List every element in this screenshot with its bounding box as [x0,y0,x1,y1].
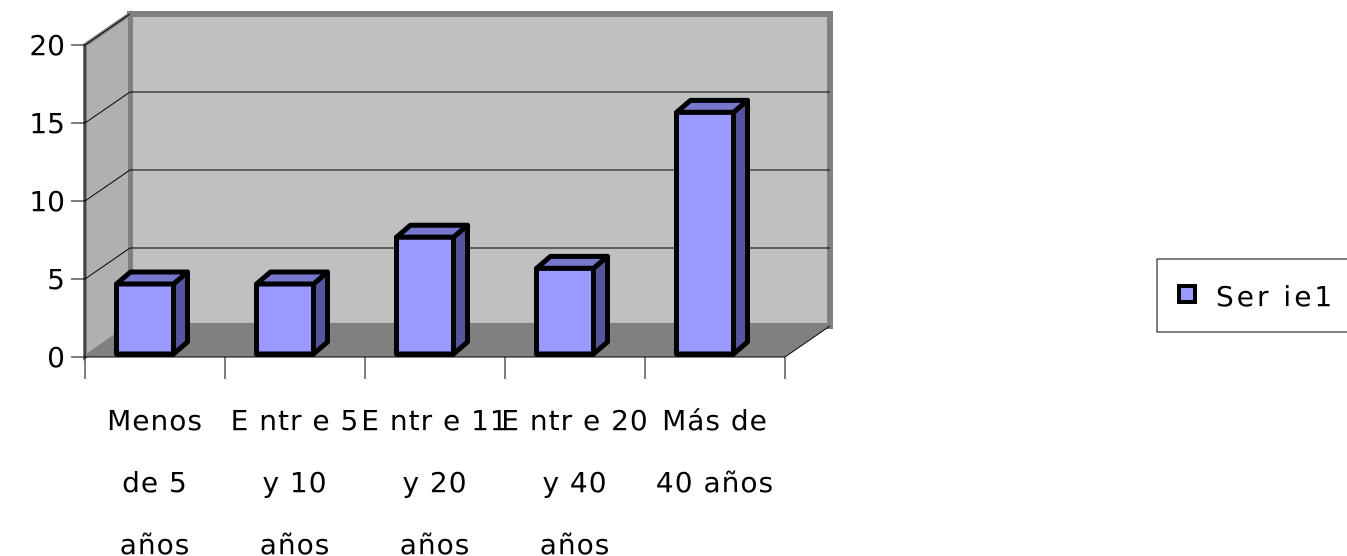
y-tick-label: 0 [47,341,65,374]
x-category-label: E ntr e 5 [231,404,360,437]
x-category-label: años [400,528,471,556]
x-category-label: años [120,528,191,556]
y-tick-label: 20 [29,29,65,62]
bar [674,97,750,357]
x-category-label: E ntr e 20 [501,404,648,437]
x-category-label: de 5 [122,466,188,499]
bar-front [114,281,176,357]
legend-label: Ser ie1 [1216,280,1335,313]
bar-front [534,265,596,357]
bar-front [254,281,316,357]
gridline-diagonal [84,91,131,124]
y-tick-labels: 0 5 10 15 20 [29,29,65,374]
x-category-label: Menos [107,404,203,437]
floor-edge [784,325,831,358]
bar [394,222,470,357]
bar [534,253,610,357]
bars [114,97,750,357]
legend: Ser ie1 [1156,258,1347,333]
y-tick-label: 5 [47,263,65,296]
x-category-label: y 20 [402,466,467,499]
gridline-diagonal [84,169,131,202]
legend-swatch [1177,284,1197,304]
x-category-label: E ntr e 11 [361,404,508,437]
bar [254,269,330,357]
x-category-label: y 10 [262,466,327,499]
gridline-diagonal [84,247,131,280]
x-category-label: y 40 [542,466,607,499]
bar-front [394,234,456,357]
axes [71,44,831,379]
x-category-label: Más de [662,404,768,437]
gridline-diagonal [84,13,131,46]
y-tick-label: 10 [29,185,65,218]
x-category-labels: Menos de 5 años E ntr e 5 y 10 años E ntr e 11… [107,404,774,556]
y-tick-label: 15 [29,107,65,140]
bar-front [674,109,736,357]
x-category-label: 40 años [656,466,774,499]
bar [114,269,190,357]
x-category-label: años [540,528,611,556]
x-category-label: años [260,528,331,556]
